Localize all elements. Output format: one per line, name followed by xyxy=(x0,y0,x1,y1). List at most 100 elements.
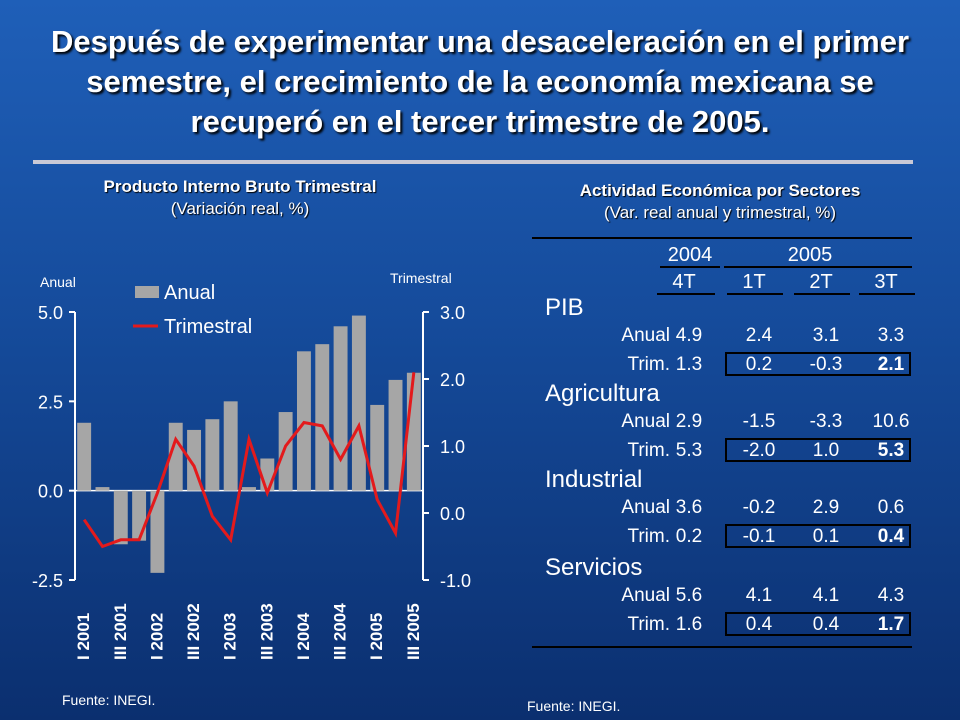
quarter-rule xyxy=(727,293,783,295)
bar xyxy=(242,487,256,491)
row-label: Trim. xyxy=(627,526,670,547)
right-source: Fuente: INEGI. xyxy=(527,698,621,714)
right-table-heading: Actividad Económica por Sectores (Var. r… xyxy=(520,180,920,224)
cell-value: 2.9 xyxy=(812,497,840,518)
row-label: Trim. xyxy=(627,354,670,375)
cell-value: 3.3 xyxy=(877,325,905,346)
x-tick-label: III 2003 xyxy=(257,603,276,660)
section-name: Servicios xyxy=(545,554,643,581)
x-tick-label: III 2004 xyxy=(331,603,350,660)
cell-value: 5.6 xyxy=(675,585,703,606)
left-chart-title: Producto Interno Bruto Trimestral xyxy=(103,177,377,196)
legend-swatch-anual xyxy=(135,286,159,298)
cell-value: 3.1 xyxy=(812,325,840,346)
cell-value: 0.4 xyxy=(812,614,840,635)
quarter-header: 1T xyxy=(742,271,766,293)
row-label: Trim. xyxy=(627,440,670,461)
bar xyxy=(95,487,110,491)
bar xyxy=(315,344,330,491)
bar xyxy=(205,419,220,491)
cell-value: 0.4 xyxy=(877,526,905,547)
quarter-rule xyxy=(859,293,915,295)
row-label: Anual xyxy=(621,585,670,606)
x-tick-label: I 2004 xyxy=(294,612,313,660)
x-tick-label: I 2002 xyxy=(147,613,166,660)
bar xyxy=(223,401,238,491)
quarter-header: 4T xyxy=(672,271,696,293)
cell-value: -0.1 xyxy=(742,526,776,547)
section-name: Industrial xyxy=(545,466,643,493)
year-header-2005: 2005 xyxy=(787,244,833,266)
right-tick-label: 1.0 xyxy=(440,437,465,457)
year-rule-2005 xyxy=(724,266,912,268)
cell-value: 0.6 xyxy=(877,497,905,518)
bar xyxy=(333,326,348,491)
cell-value: 4.1 xyxy=(745,585,773,606)
x-tick-label: III 2001 xyxy=(111,603,130,660)
year-rule-2004 xyxy=(660,266,720,268)
x-tick-label: I 2005 xyxy=(367,613,386,660)
cell-value: 0.2 xyxy=(745,354,773,375)
cell-value: 2.4 xyxy=(745,325,773,346)
cell-value: 4.1 xyxy=(812,585,840,606)
cell-value: -0.2 xyxy=(742,497,776,518)
trim-2005-box xyxy=(725,524,911,548)
cell-value: 2.9 xyxy=(675,411,703,432)
cell-value: 4.9 xyxy=(675,325,703,346)
row-label: Anual xyxy=(621,411,670,432)
x-tick-label: I 2001 xyxy=(74,613,93,660)
cell-value: 0.4 xyxy=(745,614,773,635)
x-tick-label: III 2005 xyxy=(404,603,423,660)
cell-value: 2.1 xyxy=(877,354,905,375)
bar xyxy=(77,422,92,491)
row-label: Trim. xyxy=(627,614,670,635)
trim-2005-box xyxy=(725,438,911,462)
x-tick-label: I 2003 xyxy=(221,613,240,660)
right-table-subtitle: (Var. real anual y trimestral, %) xyxy=(603,203,837,222)
quarter-rule xyxy=(794,293,850,295)
quarter-header: 2T xyxy=(809,271,833,293)
bar xyxy=(113,490,128,545)
cell-value: -1.5 xyxy=(742,411,776,432)
bar xyxy=(132,490,147,541)
left-axis-label: Anual xyxy=(40,274,76,290)
legend-label-anual: Anual xyxy=(164,282,215,304)
cell-value: 5.3 xyxy=(675,440,703,461)
cell-value: 5.3 xyxy=(877,440,905,461)
right-tick-label: -1.0 xyxy=(440,571,471,591)
cell-value: -0.3 xyxy=(809,354,843,375)
trimestral-line xyxy=(82,372,416,549)
year-header-2004: 2004 xyxy=(667,244,713,266)
cell-value: -3.3 xyxy=(809,411,843,432)
quarter-rule xyxy=(657,293,715,295)
cell-value: 4.3 xyxy=(877,585,905,606)
bar xyxy=(388,379,403,491)
row-label: Anual xyxy=(621,497,670,518)
cell-value: 1.0 xyxy=(812,440,840,461)
cell-value: 10.6 xyxy=(872,411,910,432)
section-name: PIB xyxy=(545,294,584,321)
right-axis-label: Trimestral xyxy=(390,270,452,286)
title-divider xyxy=(33,160,913,164)
bar xyxy=(351,315,366,491)
left-source: Fuente: INEGI. xyxy=(62,692,156,708)
legend-label-trimestral: Trimestral xyxy=(164,316,252,338)
right-table-title: Actividad Económica por Sectores xyxy=(579,181,861,200)
bar xyxy=(168,422,183,491)
trim-2005-box xyxy=(725,352,911,376)
right-tick-label: 3.0 xyxy=(440,303,465,323)
left-chart-subtitle: (Variación real, %) xyxy=(170,199,310,218)
quarter-header: 3T xyxy=(874,271,898,293)
right-tick-label: 2.0 xyxy=(440,370,465,390)
page-title: Después de experimentar una desaceleraci… xyxy=(50,24,910,139)
cell-value: 1.7 xyxy=(877,614,905,635)
bar xyxy=(296,351,311,491)
left-tick-label: -2.5 xyxy=(32,571,63,591)
row-label: Anual xyxy=(621,325,670,346)
left-chart-heading: Producto Interno Bruto Trimestral (Varia… xyxy=(40,176,440,220)
right-tick-label: 0.0 xyxy=(440,504,465,524)
left-tick-label: 0.0 xyxy=(38,482,63,502)
left-tick-label: 5.0 xyxy=(38,303,63,323)
section-name: Agricultura xyxy=(545,380,660,407)
